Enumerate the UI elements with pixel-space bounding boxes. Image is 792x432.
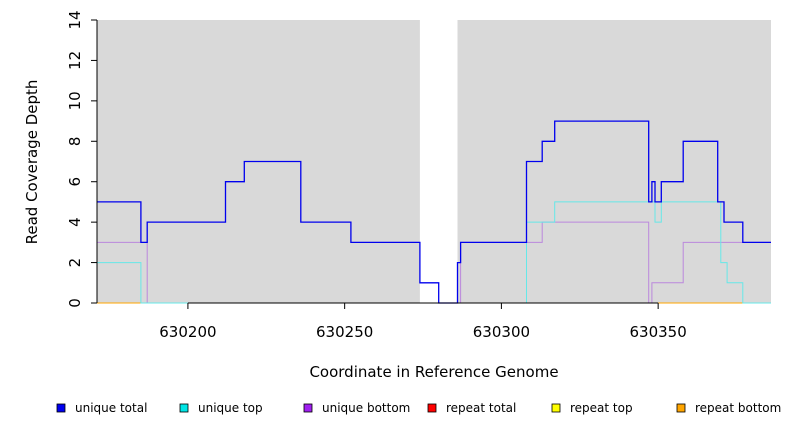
legend-swatch <box>551 403 561 413</box>
legend-label: repeat total <box>446 401 516 415</box>
legend-label: repeat bottom <box>695 401 781 415</box>
legend-item-unique-top: unique top <box>179 401 263 415</box>
x-tick-label: 630250 <box>316 323 373 341</box>
y-tick-label: 2 <box>66 258 84 268</box>
y-tick-label: 4 <box>66 217 84 227</box>
legend-label: unique bottom <box>322 401 410 415</box>
legend-item-repeat-total: repeat total <box>427 401 516 415</box>
x-tick-label: 630200 <box>159 323 216 341</box>
legend-item-unique-bottom: unique bottom <box>303 401 410 415</box>
legend-swatch <box>427 403 437 413</box>
legend-label: unique total <box>75 401 147 415</box>
x-axis-label: Coordinate in Reference Genome <box>309 363 558 381</box>
x-tick-label: 630300 <box>473 323 530 341</box>
legend: unique total unique top unique bottom repea… <box>56 401 781 415</box>
legend-label: unique top <box>198 401 263 415</box>
y-tick-label: 14 <box>66 10 84 29</box>
legend-item-unique-total: unique total <box>56 401 147 415</box>
series-line-unique-total <box>97 120 771 304</box>
shaded-region-2 <box>457 20 771 303</box>
legend-swatch <box>676 403 686 413</box>
y-tick-label: 10 <box>66 91 84 110</box>
x-tick-label: 630350 <box>630 323 687 341</box>
y-tick-label: 12 <box>66 51 84 70</box>
legend-swatch <box>179 403 189 413</box>
legend-swatch <box>56 403 66 413</box>
legend-item-repeat-bottom: repeat bottom <box>676 401 781 415</box>
y-axis-label: Read Coverage Depth <box>23 80 41 245</box>
y-tick-label: 8 <box>66 137 84 147</box>
axes: 0 2 4 6 8 10 12 14 630200 630250 630300 630350 <box>66 10 687 341</box>
legend-label: repeat top <box>570 401 633 415</box>
legend-item-repeat-top: repeat top <box>551 401 633 415</box>
shaded-regions <box>97 20 771 303</box>
y-tick-label: 0 <box>66 298 84 308</box>
y-tick-label: 6 <box>66 177 84 187</box>
legend-swatch <box>303 403 313 413</box>
